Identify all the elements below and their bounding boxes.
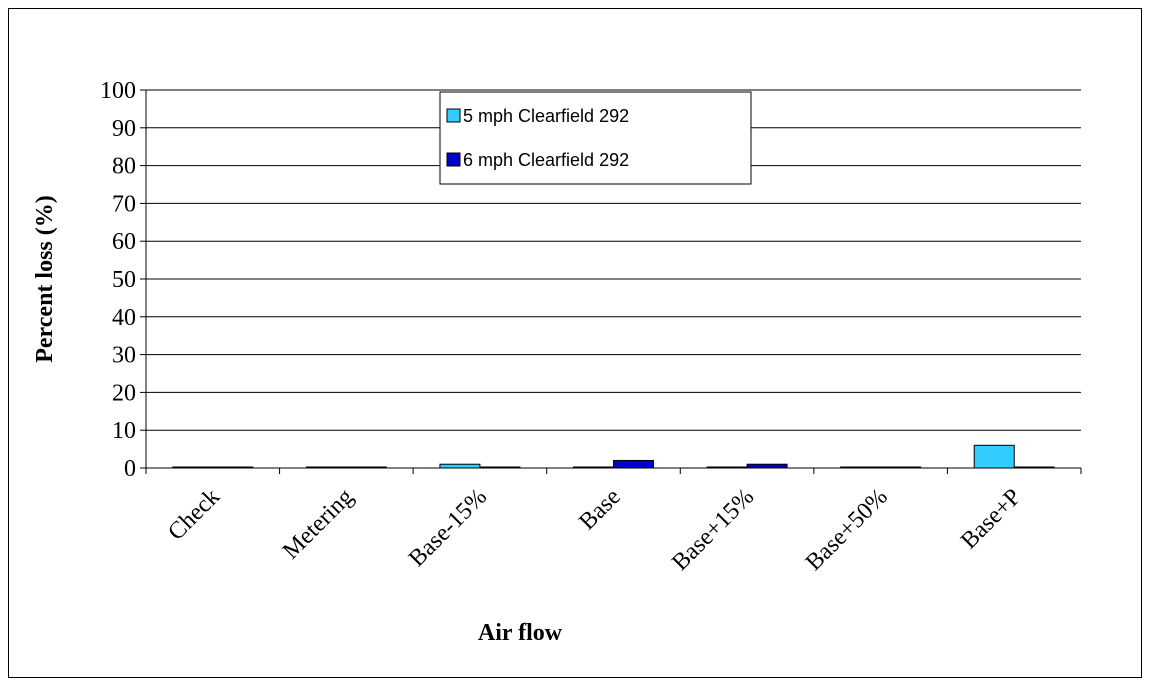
legend-swatch-6mph [446,152,461,167]
legend-swatch-5mph [446,108,461,123]
y-tick-label: 30 [112,343,136,369]
y-tick-label: 10 [112,418,136,444]
x-tick-label: Base+P [956,484,1026,554]
bar-5mph [439,463,481,469]
bar-6mph [746,463,788,469]
y-tick-label: 20 [112,380,136,406]
bar-5mph [973,444,1015,469]
x-tick-label: Metering [278,484,359,565]
y-tick-label: 80 [112,154,136,180]
x-tick-label: Base [574,484,625,535]
y-tick-label: 40 [112,305,136,331]
y-tick-label: 90 [112,116,136,142]
bars [172,444,1055,469]
y-tick-label: 70 [112,191,136,217]
y-tick-label: 50 [112,267,136,293]
x-tick-label: Base+50% [801,484,893,576]
legend: 5 mph Clearfield 292 6 mph Clearfield 29… [439,91,752,185]
bar-6mph [613,459,654,469]
y-tick-label: 100 [100,78,136,104]
x-tick-label: Base-15% [404,484,492,572]
y-axis-title: Percent loss (%) [32,195,58,363]
y-tick-label: 0 [124,456,136,482]
x-tick-label: Check [163,484,225,546]
y-ticks: 0 10 20 30 40 50 60 70 80 90 100 [100,78,146,482]
x-axis-title: Air flow [478,620,563,646]
x-ticks: Check Metering Base-15% Base Base+15% Base+50… [145,468,1082,576]
legend-box [439,91,752,185]
legend-label-5mph: 5 mph Clearfield 292 [463,106,629,126]
legend-label-6mph: 6 mph Clearfield 292 [463,150,629,170]
x-tick-label: Base+15% [667,484,759,576]
y-tick-label: 60 [112,229,136,255]
